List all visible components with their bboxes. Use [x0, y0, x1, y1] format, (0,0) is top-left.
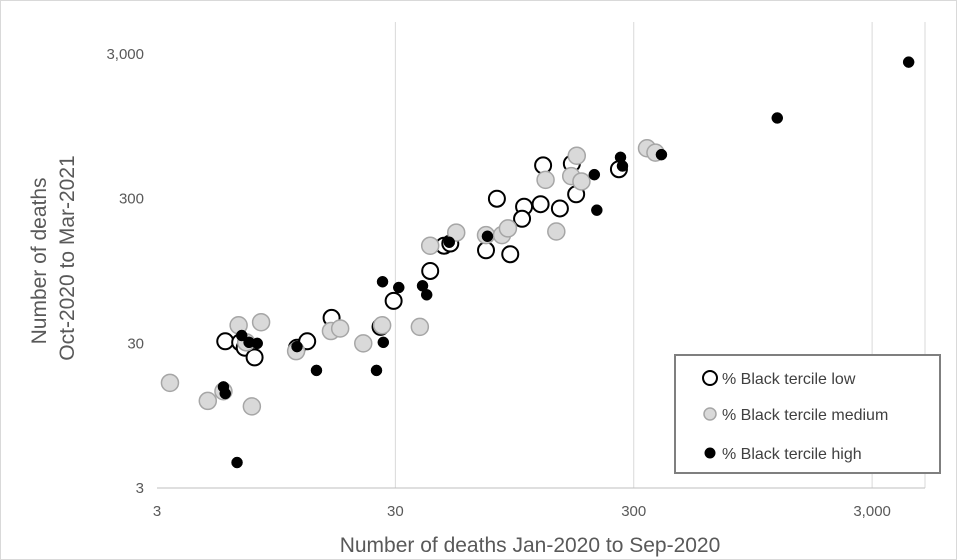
data-point-medium [160, 373, 180, 393]
data-point-high [591, 204, 603, 216]
data-point-high [370, 364, 383, 377]
legend-box [674, 354, 941, 474]
data-point-high [219, 387, 231, 400]
data-point-low [531, 195, 550, 214]
data-point-low [550, 199, 569, 218]
x-tick-label: 30 [387, 503, 404, 520]
data-point-high [376, 276, 389, 288]
data-point-low [477, 241, 496, 260]
data-point-low [513, 209, 532, 228]
data-point-high [377, 336, 390, 349]
x-axis-title: Number of deaths Jan-2020 to Sep-2020 [340, 534, 721, 557]
legend-marker-low [702, 370, 718, 386]
data-point-low [487, 189, 506, 208]
data-point-medium [410, 317, 430, 337]
data-point-high [481, 230, 494, 243]
y-tick-label: 300 [119, 191, 144, 208]
y-tick-label: 30 [127, 335, 144, 352]
data-point-high [902, 56, 915, 68]
data-point-medium [572, 172, 591, 191]
data-point-high [655, 148, 668, 161]
data-point-medium [354, 334, 373, 353]
data-point-medium [242, 397, 262, 416]
x-tick-label: 300 [621, 503, 646, 520]
legend: % Black tercile low % Black tercile medi… [674, 354, 941, 474]
legend-label-low: % Black tercile low [722, 371, 856, 388]
data-point-high [616, 160, 629, 172]
legend-label-medium: % Black tercile medium [722, 407, 888, 424]
data-point-low [501, 245, 520, 264]
data-point-medium [420, 236, 440, 255]
legend-marker-medium [703, 407, 717, 421]
data-point-high [393, 281, 405, 294]
data-point-high [588, 168, 601, 181]
data-point-low [216, 332, 235, 351]
y-tick-label: 3 [136, 480, 144, 497]
data-point-high [420, 289, 433, 301]
data-point-high [291, 340, 303, 353]
data-point-medium [498, 219, 518, 238]
data-point-low [245, 348, 264, 367]
data-point-low [421, 261, 440, 280]
data-point-medium [251, 312, 271, 332]
data-point-medium [536, 170, 555, 190]
data-point-high [235, 329, 248, 342]
y-axis-title-line-2: Oct-2020 to Mar-2021 [56, 155, 79, 360]
y-axis-title: Number of deaths Oct-2020 to Mar-2021 [28, 155, 79, 360]
data-point-medium [330, 319, 350, 338]
axis-titles: Number of deaths Jan-2020 to Sep-2020 Nu… [28, 155, 720, 557]
data-points [160, 56, 915, 469]
data-point-medium [547, 222, 566, 241]
y-tick-label: 3,000 [106, 46, 144, 63]
data-point-high [310, 364, 323, 377]
data-point-high [251, 337, 263, 350]
x-tick-label: 3 [153, 503, 161, 520]
data-point-high [443, 236, 456, 249]
data-point-medium [198, 391, 218, 411]
tick-labels: 3 30 300 3,000 3 30 300 3,000 [106, 46, 890, 520]
data-point-high [231, 456, 243, 469]
data-point-low [384, 291, 403, 310]
data-point-medium [567, 146, 587, 165]
legend-label-high: % Black tercile high [722, 446, 862, 463]
x-tick-label: 3,000 [853, 503, 891, 520]
data-point-medium [372, 316, 392, 335]
legend-marker-high [704, 447, 716, 459]
data-point-high [771, 112, 784, 124]
y-axis-title-line-1: Number of deaths [28, 177, 51, 344]
data-point-medium [446, 223, 466, 242]
